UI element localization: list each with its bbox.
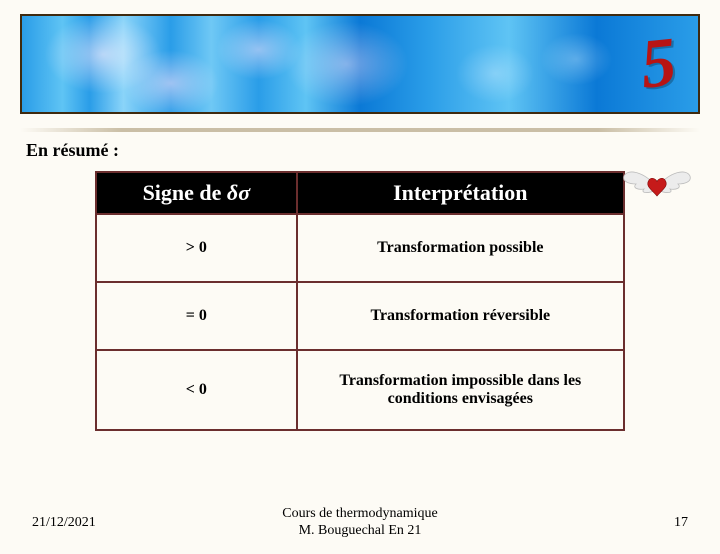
footer-course-line2: M. Bouguechal En 21 (122, 523, 598, 540)
table-row: < 0 Transformation impossible dans les c… (96, 350, 624, 430)
col-header-sign-symbol: δσ (227, 180, 250, 205)
footer-course: Cours de thermodynamique M. Bouguechal E… (122, 506, 598, 540)
footer-page-number: 17 (598, 515, 688, 531)
footer-date: 21/12/2021 (32, 515, 122, 531)
cell-interpretation: Transformation réversible (297, 282, 624, 350)
table-header-row: Signe de δσ Interprétation (96, 172, 624, 214)
banner: 5 (20, 14, 700, 114)
table-row: > 0 Transformation possible (96, 214, 624, 282)
col-header-sign: Signe de δσ (96, 172, 297, 214)
cell-sign: > 0 (96, 214, 297, 282)
winged-heart-icon (622, 162, 692, 204)
slide-number-badge: 5 (637, 22, 680, 105)
footer-course-line1: Cours de thermodynamique (122, 506, 598, 523)
section-title: En résumé : (26, 140, 720, 161)
divider (20, 128, 700, 132)
footer: 21/12/2021 Cours de thermodynamique M. B… (0, 506, 720, 540)
col-header-interpretation: Interprétation (297, 172, 624, 214)
cell-sign: < 0 (96, 350, 297, 430)
col-header-sign-prefix: Signe de (143, 180, 227, 205)
cell-interpretation: Transformation possible (297, 214, 624, 282)
summary-table: Signe de δσ Interprétation > 0 Transform… (95, 171, 625, 431)
cell-sign: = 0 (96, 282, 297, 350)
table-row: = 0 Transformation réversible (96, 282, 624, 350)
cell-interpretation: Transformation impossible dans les condi… (297, 350, 624, 430)
